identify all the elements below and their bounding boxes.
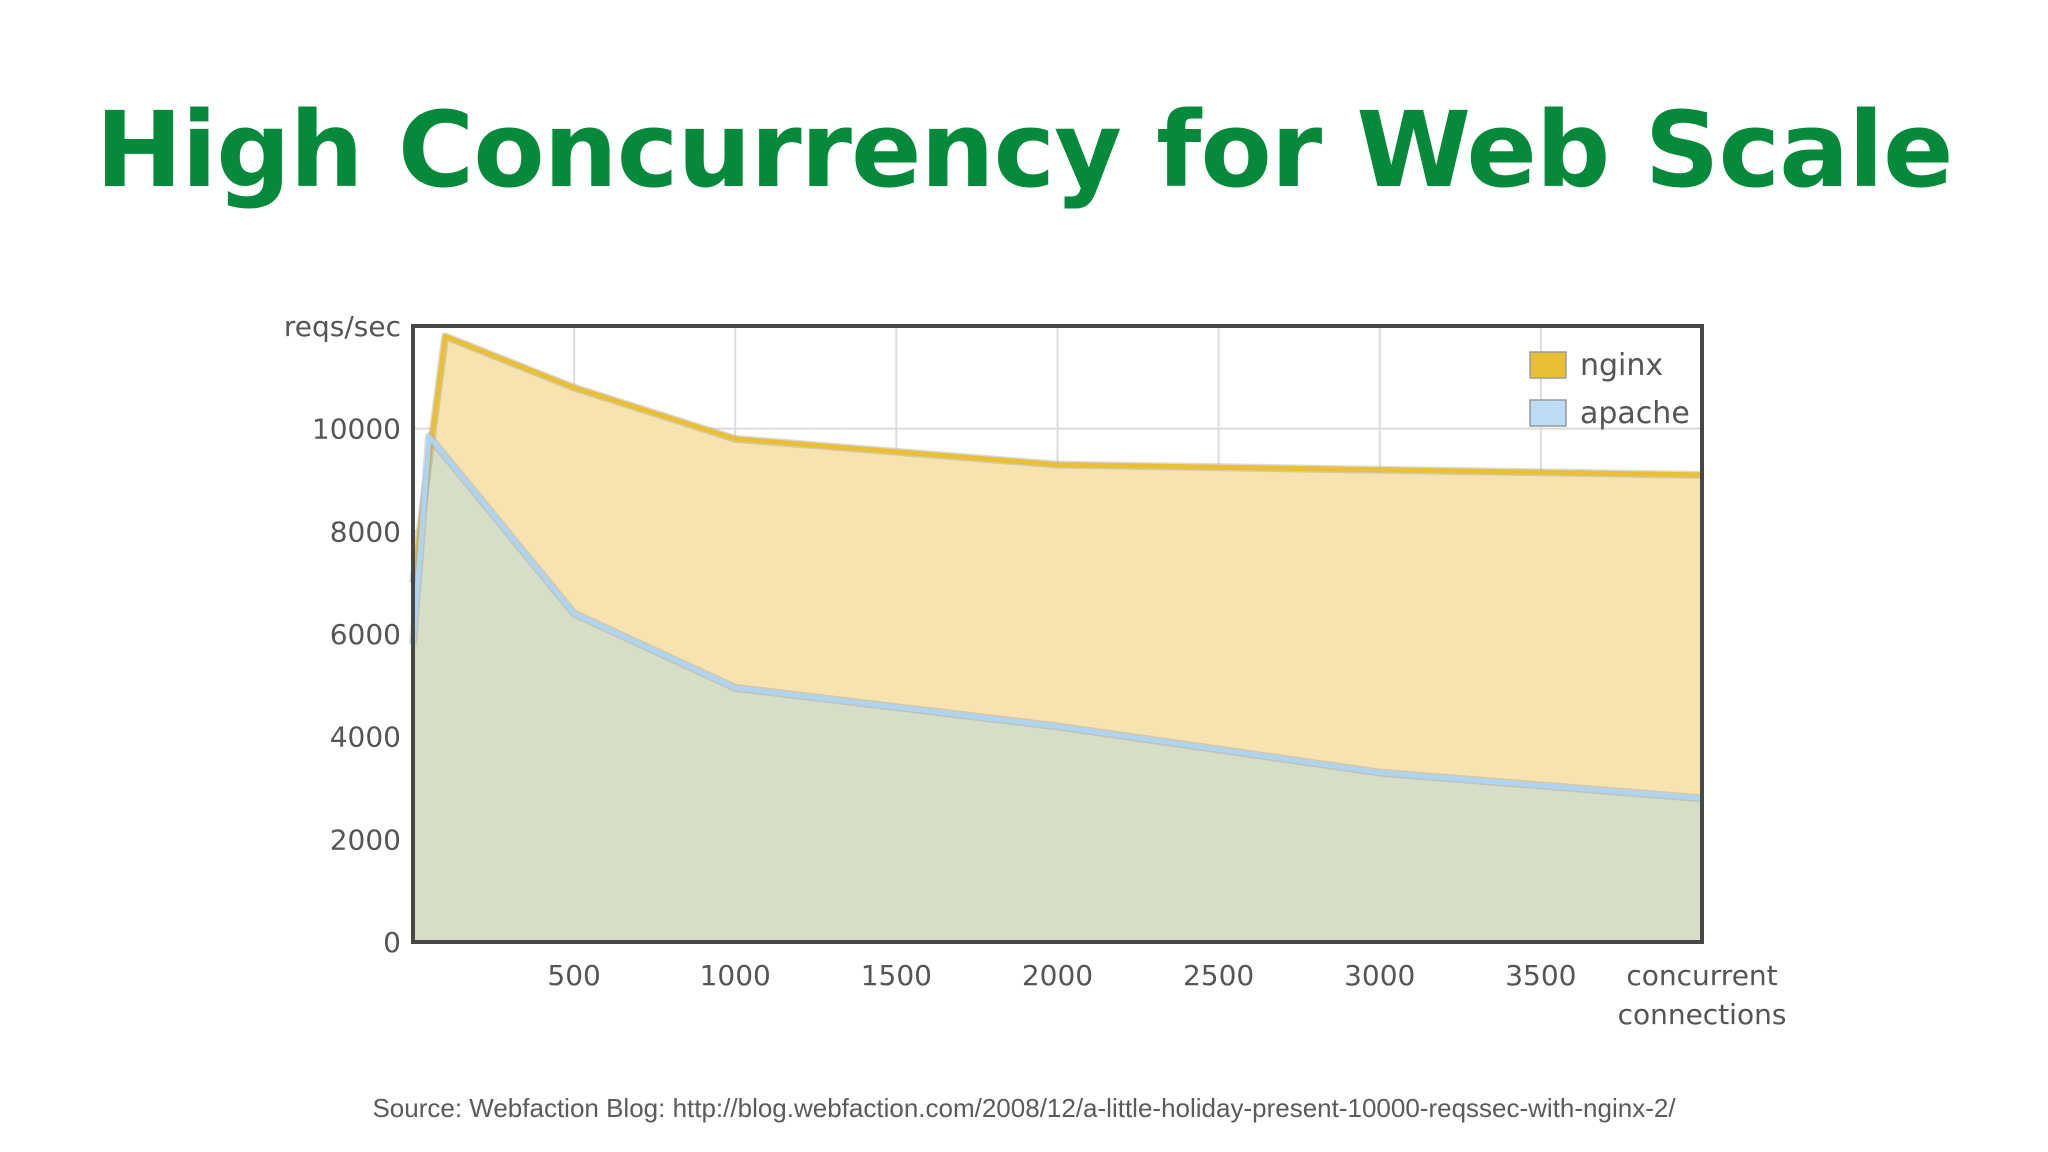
x-tick-label: 3500 [1505,959,1576,992]
x-tick-label: 3000 [1344,959,1415,992]
source-citation: Source: Webfaction Blog: http://blog.web… [372,1093,1676,1123]
y-tick-label: 4000 [330,721,401,754]
x-tick-label: 500 [547,959,600,992]
legend-swatch-apache [1529,399,1567,427]
legend-label-apache: apache [1580,396,1690,431]
x-tick-label: 1000 [700,959,771,992]
x-tick-label: 2000 [1022,959,1093,992]
plot-frame [411,324,1704,944]
y-tick-label: 2000 [330,823,401,856]
x-tick-label: 2500 [1183,959,1254,992]
area-apache [413,436,1702,942]
y-tick-label: 8000 [330,515,401,548]
line-layer [409,332,1703,803]
x-tick-label: 1500 [861,959,932,992]
y-axis-label: reqs/sec [284,310,401,343]
legend: nginx apache [1529,348,1690,431]
x-axis-label-line-2: connections [1618,998,1787,1031]
x-axis-label-line-1: concurrent [1626,959,1777,992]
y-tick-label: 0 [383,926,401,959]
legend-label-nginx: nginx [1580,348,1663,383]
tick-layer: 500 1000 1500 2000 2500 3000 3500 0 2000 4000 6000… [312,413,1577,992]
legend-swatch-nginx [1529,351,1567,379]
area-layer [413,336,1702,942]
y-tick-label: 6000 [330,618,401,651]
y-tick-label: 10000 [312,413,401,446]
slide-title: High Concurrency for Web Scale [95,89,1954,211]
